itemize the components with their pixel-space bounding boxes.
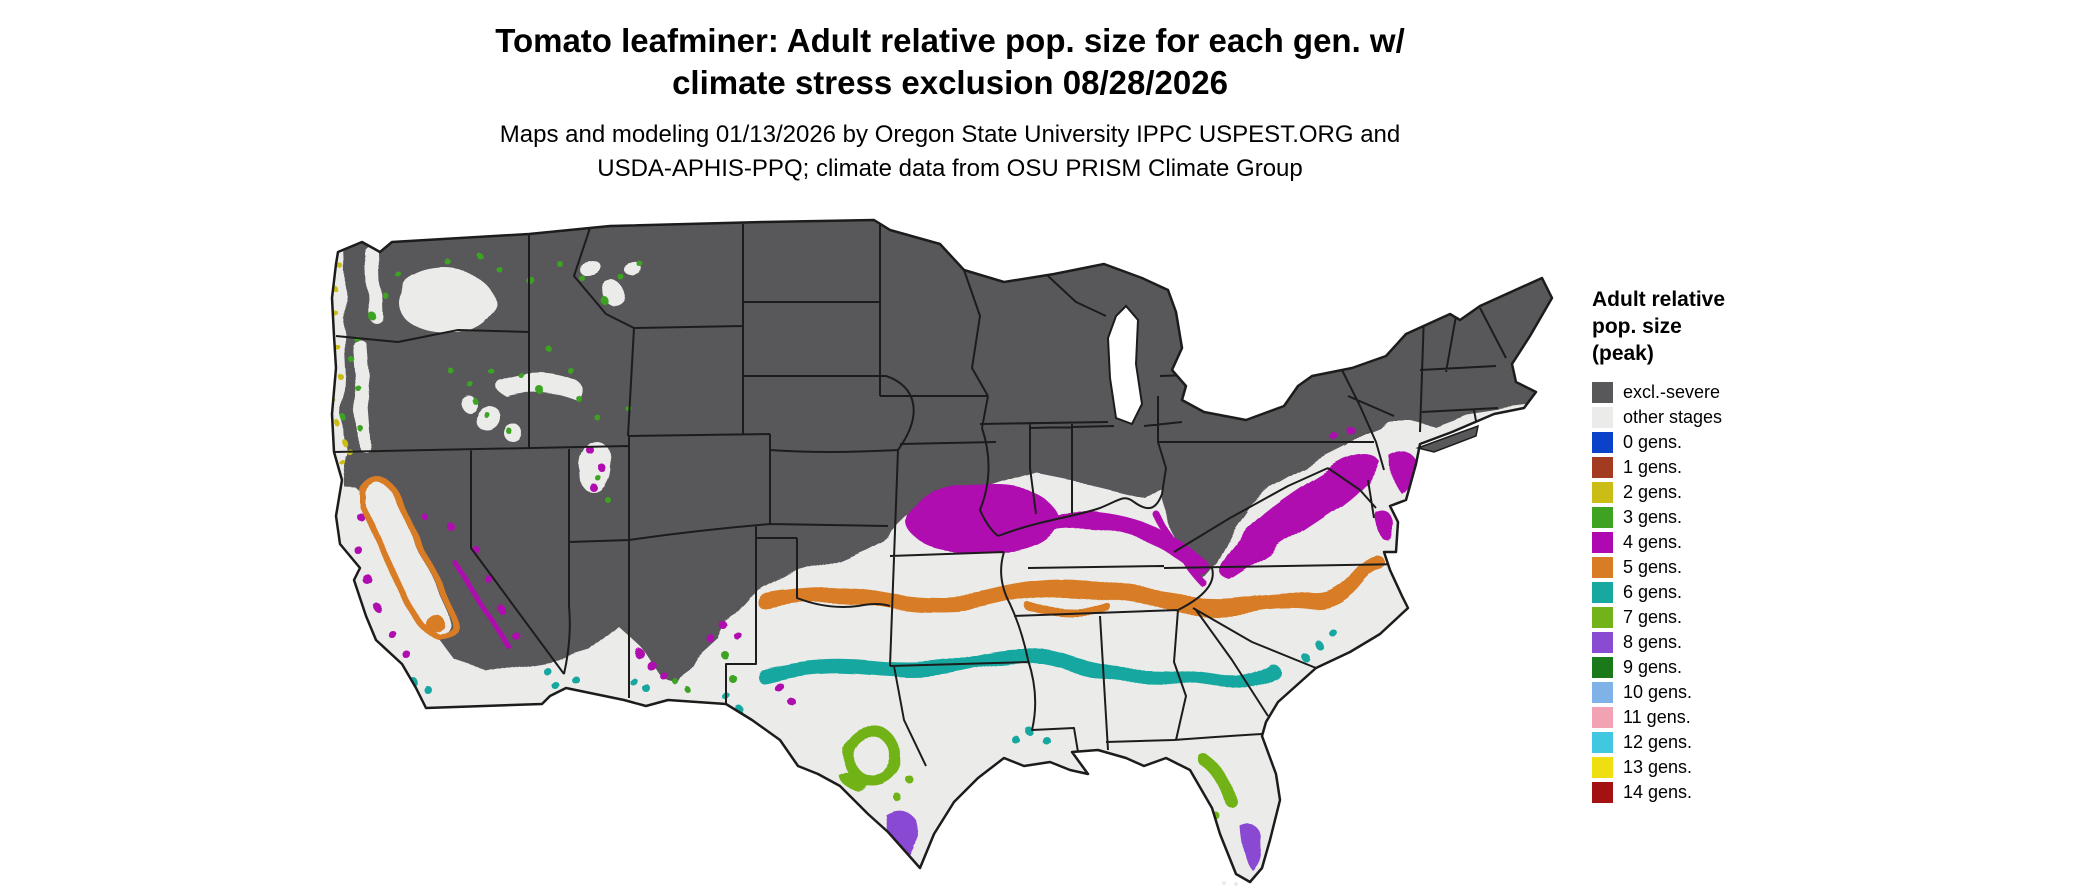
title-line-2: climate stress exclusion 08/28/2026: [672, 64, 1228, 101]
title-line-1: Tomato leafminer: Adult relative pop. si…: [495, 22, 1405, 59]
legend-swatch: [1592, 682, 1613, 703]
legend-entry: 3 gens.: [1592, 505, 1725, 530]
legend-title: Adult relative pop. size (peak): [1592, 286, 1725, 367]
legend-swatch: [1592, 707, 1613, 728]
legend-swatch: [1592, 382, 1613, 403]
state-borders: [333, 220, 1507, 767]
legend-entries: excl.-severe other stages 0 gens. 1 gens. 2 …: [1592, 380, 1725, 805]
legend-title-line-2: pop. size: [1592, 315, 1682, 338]
legend-label: 0 gens.: [1623, 432, 1683, 452]
legend-entry: 1 gens.: [1592, 455, 1725, 480]
legend-swatch: [1592, 407, 1613, 428]
legend-swatch: [1592, 532, 1613, 553]
legend-entry: 12 gens.: [1592, 730, 1725, 755]
legend-swatch: [1592, 657, 1613, 678]
legend-label: 4 gens.: [1623, 532, 1683, 552]
legend-entry: other stages: [1592, 405, 1725, 430]
legend-entry: excl.-severe: [1592, 380, 1725, 405]
legend-label: 11 gens.: [1623, 707, 1691, 727]
legend-entry: 13 gens.: [1592, 755, 1725, 780]
legend-swatch: [1592, 582, 1613, 603]
long-island: [1415, 424, 1479, 453]
legend-label: 9 gens.: [1623, 657, 1683, 677]
legend-entry: 11 gens.: [1592, 705, 1725, 730]
legend-swatch: [1592, 732, 1613, 753]
map-body: [332, 220, 1552, 882]
legend-swatch: [1592, 457, 1613, 478]
us-outline: [330, 218, 1554, 884]
us-map: [330, 218, 1554, 886]
legend-label: other stages: [1623, 407, 1723, 427]
gen8-regions: [884, 808, 1263, 872]
lake-michigan: [1106, 304, 1144, 426]
valley-lowland-patches: [366, 258, 738, 700]
legend-swatch: [1592, 482, 1613, 503]
legend-entry: 2 gens.: [1592, 480, 1725, 505]
legend-title-line-1: Adult relative: [1592, 288, 1726, 311]
legend-swatch: [1592, 557, 1613, 578]
gen4-regions: [352, 426, 1416, 708]
legend-entry: 6 gens.: [1592, 580, 1725, 605]
legend-label: 13 gens.: [1623, 757, 1693, 777]
figure-subtitle: Maps and modeling 01/13/2026 by Oregon S…: [0, 118, 1900, 186]
legend-swatch: [1592, 632, 1613, 653]
gen5-regions: [425, 613, 443, 631]
legend-swatch: [1592, 507, 1613, 528]
legend-entry: 5 gens.: [1592, 555, 1725, 580]
legend-label: 14 gens.: [1623, 782, 1693, 802]
legend-entry: 4 gens.: [1592, 530, 1725, 555]
legend-entry: 14 gens.: [1592, 780, 1725, 805]
subtitle-line-2: USDA-APHIS-PPQ; climate data from OSU PR…: [597, 155, 1303, 182]
legend-label: 6 gens.: [1623, 582, 1683, 602]
gen5-bands: [361, 478, 1386, 640]
legend-label: 7 gens.: [1623, 607, 1683, 627]
legend-entry: 8 gens.: [1592, 630, 1725, 655]
legend-label: 3 gens.: [1623, 507, 1683, 527]
legend-label: 2 gens.: [1623, 482, 1683, 502]
legend-swatch: [1592, 757, 1613, 778]
legend-entry: 9 gens.: [1592, 655, 1725, 680]
legend-label: excl.-severe: [1623, 382, 1721, 402]
florida-keys: [1222, 881, 1238, 886]
gen7-bands: [842, 726, 1238, 808]
legend-label: 8 gens.: [1623, 632, 1683, 652]
legend-entry: 0 gens.: [1592, 430, 1725, 455]
legend-label: 5 gens.: [1623, 557, 1683, 577]
subtitle-line-1: Maps and modeling 01/13/2026 by Oregon S…: [499, 121, 1401, 148]
legend-swatch: [1592, 432, 1613, 453]
legend-swatch: [1592, 607, 1613, 628]
legend-entry: 7 gens.: [1592, 605, 1725, 630]
legend-swatch: [1592, 782, 1613, 803]
legend-entry: 10 gens.: [1592, 680, 1725, 705]
legend: Adult relative pop. size (peak) excl.-se…: [1592, 286, 1725, 805]
figure-title: Tomato leafminer: Adult relative pop. si…: [0, 20, 1900, 104]
legend-title-line-3: (peak): [1592, 342, 1654, 365]
gen6-bands: [757, 649, 1279, 690]
legend-label: 1 gens.: [1623, 457, 1683, 477]
legend-label: 12 gens.: [1623, 732, 1693, 752]
legend-label: 10 gens.: [1623, 682, 1693, 702]
